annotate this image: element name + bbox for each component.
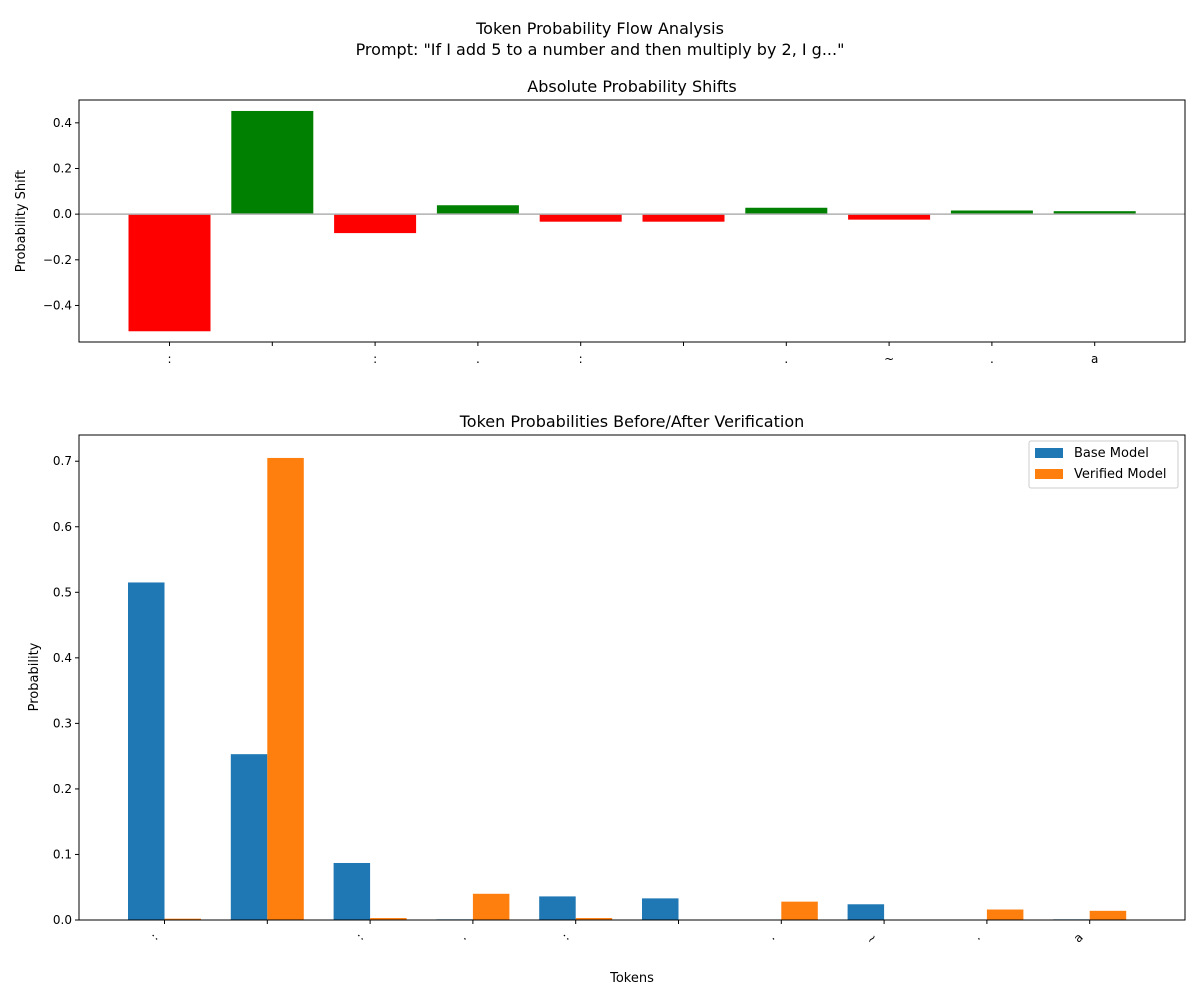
comparison-y-tick-label: 0.0 [53, 913, 72, 927]
shift-bar-1 [231, 110, 314, 215]
shift-y-tick-label: −0.2 [43, 253, 72, 267]
comparison-chart-title: Token Probabilities Before/After Verific… [459, 412, 805, 431]
shift-bar-3 [436, 205, 519, 215]
shift-y-tick-label: 0.4 [53, 116, 72, 130]
verified-model-bar-1 [267, 457, 304, 920]
verified-model-bar-3 [472, 893, 510, 920]
probability-comparison-chart: Token Probabilities Before/After Verific… [27, 412, 1186, 986]
shift-bar-5 [642, 214, 725, 222]
comparison-x-tick-label: : [148, 930, 161, 943]
comparison-x-tick-label: a [1071, 930, 1086, 945]
shift-y-tick-label: −0.4 [43, 298, 72, 312]
comparison-x-tick-label: . [970, 930, 983, 943]
legend-frame [1028, 440, 1179, 489]
comparison-x-tick-label: . [765, 930, 778, 943]
verified-model-bar-4 [575, 918, 613, 920]
base-model-bar-1 [230, 754, 268, 920]
verified-model-bar-6 [781, 901, 818, 920]
shift-x-tick-label: . [990, 352, 994, 366]
comparison-y-axis-label: Probability [27, 642, 42, 711]
base-model-bar-7 [847, 904, 885, 920]
legend-swatch-verified-model [1035, 469, 1063, 479]
shift-x-tick-label: . [784, 352, 788, 366]
comparison-y-tick-label: 0.5 [53, 585, 72, 599]
shift-bar-7 [848, 214, 931, 220]
comparison-plot-frame [78, 434, 1186, 921]
comparison-x-tick-label: : [353, 930, 366, 943]
comparison-y-ticks: 0.0 0.1 0.2 0.3 0.4 0.5 0.6 0.7 [53, 454, 79, 927]
shift-plot-frame [78, 99, 1186, 343]
legend: Base Model Verified Model [1028, 440, 1179, 489]
shift-chart-title: Absolute Probability Shifts [527, 77, 736, 96]
shift-x-tick-label: : [373, 352, 377, 366]
shift-x-tick-label: . [476, 352, 480, 366]
comparison-x-tick-label: : [559, 930, 572, 943]
shift-x-tick-label: a [1091, 352, 1098, 366]
base-model-bar-0 [128, 582, 165, 920]
shift-y-tick-label: 0.0 [53, 207, 72, 221]
shift-y-axis-label: Probability Shift [14, 170, 29, 272]
comparison-y-tick-label: 0.7 [53, 454, 72, 468]
figure-subtitle: Prompt: "If I add 5 to a number and then… [356, 40, 845, 59]
comparison-x-axis-label: Tokens [609, 971, 654, 986]
comparison-x-tick-label: . [456, 930, 469, 943]
shift-x-ticks: ::.:. ~. a [167, 342, 1098, 366]
comparison-y-tick-label: 0.4 [53, 651, 72, 665]
verified-model-bar-9 [1089, 910, 1127, 920]
figure-title: Token Probability Flow Analysis [475, 19, 724, 38]
shift-x-tick-label: : [579, 352, 583, 366]
shift-bar-0 [128, 214, 211, 332]
comparison-x-tick-label: ~ [863, 930, 880, 947]
shift-bars [128, 110, 1136, 332]
probability-shift-chart: Absolute Probability Shifts −0.4 −0.2 0.0 0… [14, 77, 1186, 366]
shift-y-tick-label: 0.2 [53, 161, 72, 175]
shift-bar-4 [539, 214, 622, 222]
legend-label-verified-model: Verified Model [1074, 467, 1166, 482]
legend-label-base-model: Base Model [1074, 446, 1149, 461]
shift-x-tick-label: : [167, 352, 171, 366]
comparison-bars [128, 457, 1127, 920]
verified-model-bar-2 [370, 918, 407, 920]
shift-bar-6 [745, 207, 828, 215]
verified-model-bar-8 [986, 909, 1024, 920]
shift-y-ticks: −0.4 −0.2 0.0 0.2 0.4 [43, 116, 79, 312]
base-model-bar-5 [642, 898, 679, 920]
verified-model-bar-0 [164, 918, 201, 920]
base-model-bar-4 [539, 896, 576, 920]
base-model-bar-2 [333, 862, 371, 920]
comparison-x-ticks: ::.:. ~. a [148, 920, 1091, 947]
shift-bar-9 [1053, 211, 1136, 215]
legend-swatch-base-model [1035, 448, 1063, 458]
comparison-y-tick-label: 0.2 [53, 782, 72, 796]
comparison-y-tick-label: 0.3 [53, 716, 72, 730]
shift-x-tick-label: ~ [884, 352, 894, 366]
comparison-y-tick-label: 0.1 [53, 847, 72, 861]
shift-bar-8 [950, 210, 1033, 215]
comparison-y-tick-label: 0.6 [53, 520, 72, 534]
shift-bar-2 [334, 214, 417, 234]
